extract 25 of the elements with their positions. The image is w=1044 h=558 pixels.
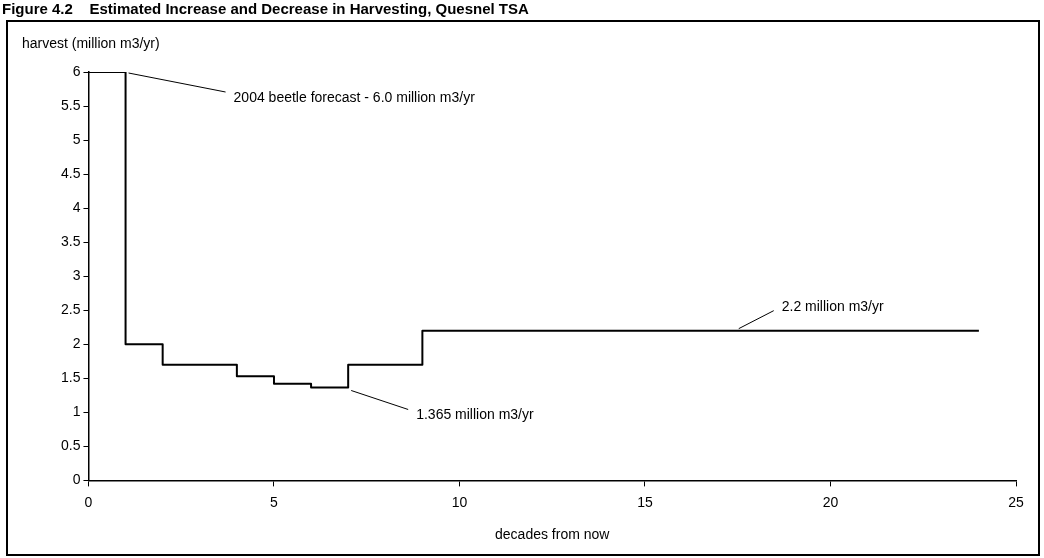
x-tick-label: 15 [637,493,653,510]
y-tick-label: 3 [72,267,81,284]
y-tick-label: 2 [72,335,81,352]
y-tick-label: 3.5 [60,233,81,250]
y-tick-label: 2.5 [60,301,81,318]
y-tick-label: 6 [72,62,81,79]
x-tick-label: 0 [84,493,93,510]
y-tick-label: 1.5 [60,369,81,386]
x-tick-label: 20 [822,493,839,510]
y-tick-label: 5 [72,130,81,147]
x-tick-label: 10 [451,493,468,510]
x-tick-label: 5 [270,493,279,510]
y-tick-label: 4 [72,198,81,215]
y-axis-title: harvest (million m3/yr) [22,34,160,51]
chart-title: Figure 4.2 Estimated Increase and Decrease in Harvesting, Quesnel TSA [2,0,529,17]
y-tick-label: 0 [72,471,81,488]
annotation: 2004 beetle forecast - 6.0 million m3/yr [233,88,476,105]
y-tick-label: 1 [72,403,81,420]
y-tick-label: 0.5 [60,437,81,454]
annotation: 2.2 million m3/yr [781,297,884,314]
y-tick-label: 5.5 [60,96,81,113]
annotation: 1.365 million m3/yr [416,406,534,423]
x-tick-label: 25 [1008,493,1024,510]
y-tick-label: 4.5 [60,164,81,181]
x-axis-title: decades from now [495,526,611,543]
